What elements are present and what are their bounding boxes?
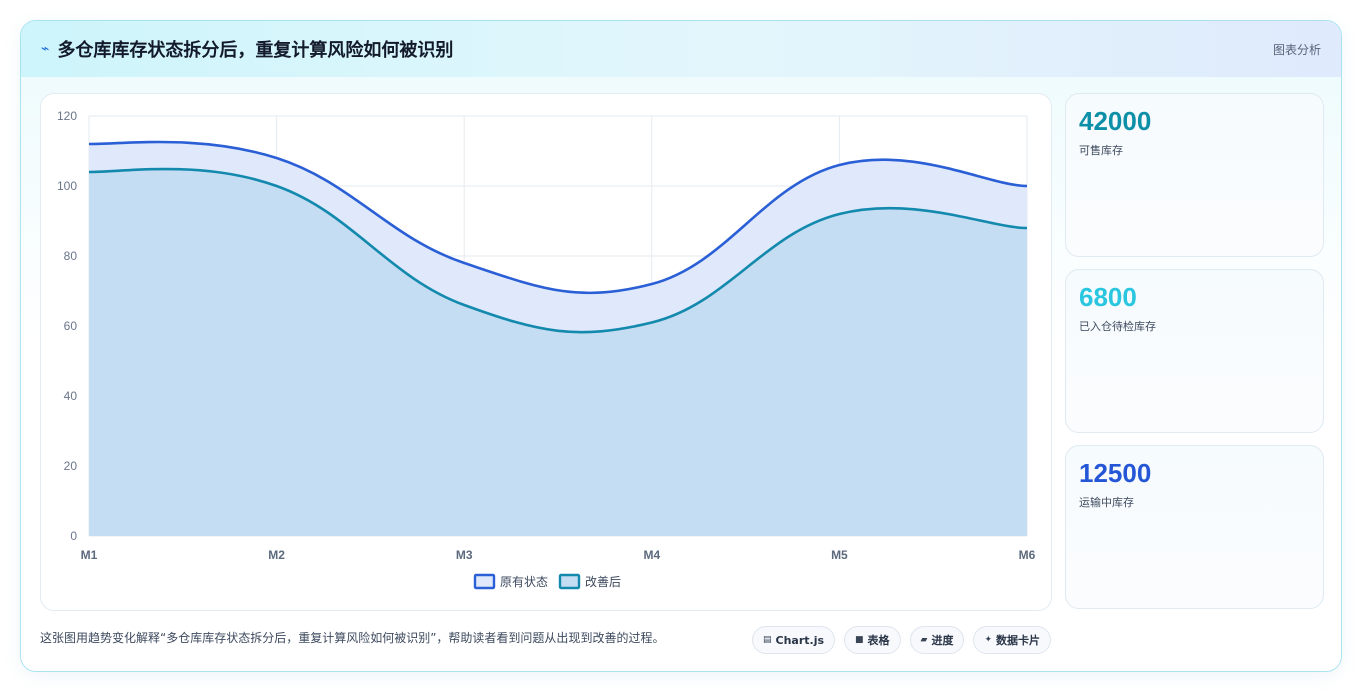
x-tick-label: M2 [268,548,285,562]
chip-label: 表格 [867,634,890,647]
chip-data-card[interactable]: ✦ 数据卡片 [973,626,1052,654]
stat-value: 6800 [1079,282,1137,312]
series-line-1 [88,167,1028,334]
stat-label: 可售库存 [1079,144,1123,157]
y-tick-label: 20 [64,459,78,473]
stat-value: 12500 [1079,458,1152,488]
sparkle-icon: ✦ [984,635,993,645]
x-tick-label: M4 [643,548,660,562]
x-tick-label: M6 [1019,548,1036,562]
stat-label: 运输中库存 [1079,496,1134,509]
chip-chartjs[interactable]: ▤ Chart.js [752,626,836,654]
x-tick-label: M1 [81,548,98,562]
y-tick-label: 40 [64,389,78,403]
stat-card-available: 42000 可售库存 [1065,93,1324,257]
table-icon: ■ [855,635,864,645]
y-tick-label: 120 [57,109,77,123]
stat-card-in-transit: 12500 运输中库存 [1065,445,1324,609]
card-header: ⌁ 多仓库库存状态拆分后，重复计算风险如何被识别 图表分析 [21,21,1341,77]
chip-progress[interactable]: ▰ 进度 [909,626,965,654]
legend-label-0: 原有状态 [500,575,548,589]
legend-swatch-1 [558,573,581,590]
series-line-0 [88,140,1028,295]
stat-label: 已入仓待检库存 [1079,320,1156,333]
chip-list: ▤ Chart.js ■ 表格 ▰ 进度 ✦ 数据卡片 [752,626,1052,654]
legend-label-1: 改善后 [585,574,621,589]
stat-value: 42000 [1079,106,1152,136]
bolt-icon: ⌁ [41,41,50,57]
progress-icon: ▰ [920,635,928,645]
header-tag: 图表分析 [1272,43,1321,57]
stat-card-pending-inspection: 6800 已入仓待检库存 [1065,269,1324,433]
chip-table[interactable]: ■ 表格 [844,626,901,654]
y-tick-label: 0 [70,529,77,543]
chart-panel: 0 20 40 60 80 100 120 M1 M2 M3 M4 M5 M6 原有状态 改善后 [40,93,1052,611]
chip-label: Chart.js [775,633,825,647]
chart-card: ⌁ 多仓库库存状态拆分后，重复计算风险如何被识别 图表分析 0 20 40 60 80 1… [20,20,1342,672]
chart-caption: 这张图用趋势变化解释“多仓库库存状态拆分后，重复计算风险如何被识别”，帮助读者看… [40,631,665,645]
chart-icon: ▤ [763,635,772,645]
legend-swatch-0 [473,573,496,590]
chip-label: 数据卡片 [996,634,1041,647]
x-tick-label: M3 [456,548,473,562]
chip-label: 进度 [931,634,954,647]
y-tick-label: 80 [64,249,78,263]
y-tick-label: 60 [64,319,78,333]
area-chart: 0 20 40 60 80 100 120 M1 M2 M3 M4 M5 M6 原有状态 改善后 [57,109,1036,590]
series-area-1 [89,169,1027,536]
y-tick-label: 100 [57,179,77,193]
page-title: 多仓库库存状态拆分后，重复计算风险如何被识别 [57,40,454,61]
x-tick-label: M5 [831,548,848,562]
